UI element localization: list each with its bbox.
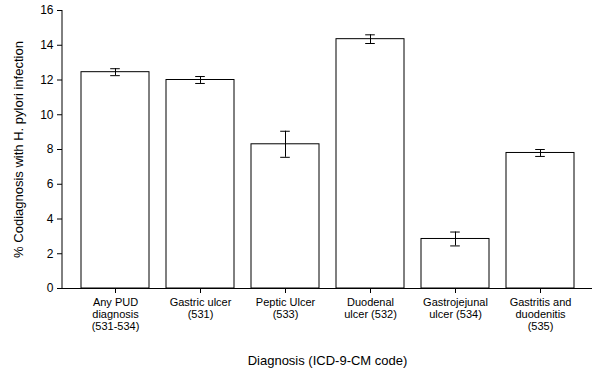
svg-text:Diagnosis (ICD-9-CM code): Diagnosis (ICD-9-CM code): [248, 353, 408, 368]
svg-text:8: 8: [47, 142, 54, 156]
svg-text:2: 2: [47, 247, 54, 261]
svg-text:16: 16: [40, 3, 54, 17]
svg-text:Gastritis andduodenitis(535): Gastritis andduodenitis(535): [510, 296, 572, 332]
svg-text:Duodenalulcer (532): Duodenalulcer (532): [344, 296, 397, 320]
svg-text:Peptic Ulcer(533): Peptic Ulcer(533): [256, 296, 316, 320]
svg-text:6: 6: [47, 177, 54, 191]
svg-text:4: 4: [47, 212, 54, 226]
svg-text:0: 0: [47, 281, 54, 295]
svg-text:Gastric ulcer(531): Gastric ulcer(531): [170, 296, 232, 320]
svg-text:10: 10: [40, 108, 54, 122]
svg-text:% Codiagnosis with H. pylori i: % Codiagnosis with H. pylori infection: [11, 41, 26, 258]
svg-text:Any PUDdiagnosis(531-534): Any PUDdiagnosis(531-534): [92, 296, 140, 332]
svg-text:14: 14: [40, 38, 54, 52]
svg-text:12: 12: [40, 73, 54, 87]
svg-text:Gastrojejunalulcer (534): Gastrojejunalulcer (534): [423, 296, 488, 320]
